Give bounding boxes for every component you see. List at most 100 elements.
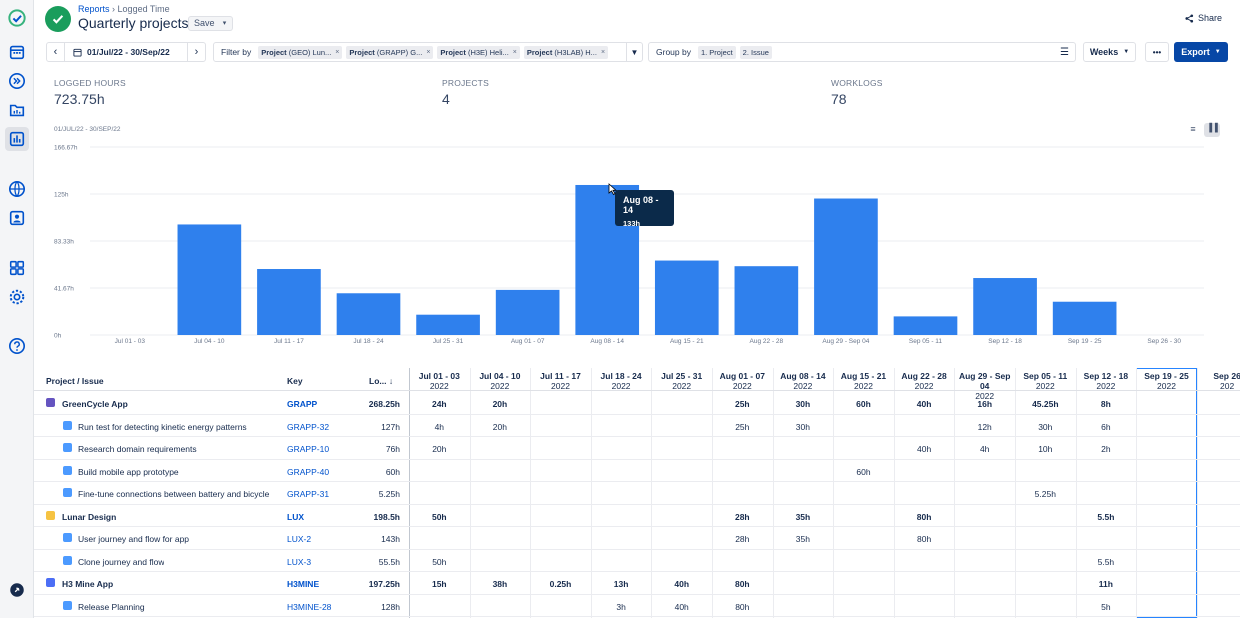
- week-hours-cell[interactable]: 4h: [434, 421, 445, 432]
- week-hours-cell[interactable]: 50h: [432, 556, 447, 567]
- issue-summary[interactable]: Fine-tune connections between battery an…: [78, 489, 270, 499]
- week-hours-cell[interactable]: 10h: [1038, 444, 1053, 454]
- share-button[interactable]: Share: [1185, 13, 1222, 23]
- week-hours-cell[interactable]: 12h: [977, 421, 992, 432]
- week-hours-cell[interactable]: 25h: [734, 399, 750, 409]
- week-hours-cell[interactable]: 80h: [917, 534, 932, 544]
- previous-period-icon[interactable]: ‹: [47, 43, 65, 61]
- week-hours-cell[interactable]: 30h: [795, 399, 811, 409]
- week-hours-cell[interactable]: 2h: [1101, 444, 1111, 454]
- week-hours-cell[interactable]: 30h: [1038, 421, 1053, 432]
- chart-bar[interactable]: [734, 266, 799, 335]
- project-name[interactable]: GreenCycle App: [62, 399, 128, 409]
- header-week[interactable]: Sep 19 - 25 2022: [1136, 371, 1197, 391]
- issue-summary[interactable]: Release Planning: [78, 601, 145, 612]
- week-hours-cell[interactable]: 50h: [431, 511, 447, 522]
- header-week[interactable]: Sep 26 202: [1197, 371, 1240, 391]
- header-week[interactable]: Aug 22 - 28 2022: [894, 371, 955, 391]
- header-week[interactable]: Jul 25 - 31 2022: [651, 371, 712, 391]
- remove-filter-icon[interactable]: ×: [335, 48, 340, 56]
- project-key[interactable]: LUX: [287, 511, 304, 522]
- issue-row[interactable]: User journey and flow for app LUX-2 143h 28…: [34, 527, 1240, 550]
- more-options-button[interactable]: •••: [1145, 42, 1169, 62]
- issue-summary[interactable]: User journey and flow for app: [78, 534, 190, 544]
- issue-row[interactable]: Build mobile app prototype GRAPP-40 60h 60h: [34, 460, 1240, 482]
- settings-icon[interactable]: [5, 285, 29, 309]
- week-hours-cell[interactable]: 60h: [856, 399, 871, 409]
- week-hours-cell[interactable]: 5.5h: [1097, 556, 1115, 567]
- chart-bar[interactable]: [814, 198, 878, 335]
- header-week[interactable]: Jul 01 - 03 2022: [409, 371, 470, 391]
- chart-bar[interactable]: [177, 224, 242, 335]
- bar-chart-icon[interactable]: [5, 127, 29, 151]
- header-week[interactable]: Aug 08 - 14 2022: [773, 371, 834, 391]
- week-hours-cell[interactable]: 5.5h: [1097, 511, 1115, 522]
- export-button[interactable]: Export ▼: [1174, 42, 1228, 62]
- project-row[interactable]: Lunar Design LUX 198.5h 50h 28h 35h 80h 5.5h: [34, 505, 1240, 527]
- issue-key[interactable]: GRAPP-10: [287, 444, 330, 454]
- week-hours-cell[interactable]: 40h: [674, 601, 689, 612]
- week-hours-cell[interactable]: 35h: [795, 534, 810, 544]
- filter-chip-geo[interactable]: Project (GEO) Lun... ×: [258, 45, 343, 59]
- week-hours-cell[interactable]: 11h: [1098, 579, 1113, 589]
- folder-chart-icon[interactable]: [5, 98, 29, 122]
- dashboard-icon[interactable]: [5, 256, 29, 280]
- issue-summary[interactable]: Run test for detecting kinetic energy pa…: [78, 421, 247, 432]
- week-hours-cell[interactable]: 4h: [979, 444, 990, 454]
- issue-key[interactable]: GRAPP-32: [287, 421, 330, 432]
- issue-row[interactable]: Fine-tune connections between battery an…: [34, 482, 1240, 505]
- chart-bar[interactable]: [973, 278, 1037, 335]
- week-hours-cell[interactable]: 30h: [795, 421, 810, 432]
- contact-icon[interactable]: [5, 206, 29, 230]
- header-week[interactable]: Jul 11 - 17 2022: [530, 371, 591, 391]
- chart-bar[interactable]: [257, 269, 321, 335]
- week-hours-cell[interactable]: 38h: [492, 579, 508, 589]
- project-name[interactable]: H3 Mine App: [62, 579, 114, 589]
- help-icon[interactable]: [5, 334, 29, 358]
- issue-key[interactable]: H3MINE-28: [287, 601, 332, 612]
- sort-bars-icon[interactable]: ≡: [1190, 124, 1196, 134]
- issue-key[interactable]: LUX-2: [287, 534, 312, 544]
- filter-chip-h3lab[interactable]: Project (H3LAB) H... ×: [523, 45, 609, 59]
- issue-summary[interactable]: Research domain requirements: [78, 444, 197, 454]
- filter-chip-grapp[interactable]: Project (GRAPP) G... ×: [346, 45, 434, 59]
- issue-key[interactable]: GRAPP-31: [287, 489, 330, 499]
- chart-bar[interactable]: [495, 289, 560, 335]
- week-hours-cell[interactable]: 15h: [431, 579, 447, 589]
- next-period-icon[interactable]: ›: [187, 43, 205, 61]
- header-week[interactable]: Aug 01 - 07 2022: [712, 371, 773, 391]
- date-range-value[interactable]: 01/Jul/22 - 30/Sep/22: [87, 47, 170, 57]
- issue-row[interactable]: Run test for detecting kinetic energy pa…: [34, 415, 1240, 437]
- week-hours-cell[interactable]: 5.25h: [1034, 489, 1056, 499]
- week-hours-cell[interactable]: 16h: [977, 399, 993, 409]
- week-hours-cell[interactable]: 25h: [735, 421, 750, 432]
- header-week[interactable]: Sep 05 - 11 2022: [1015, 371, 1076, 391]
- remove-filter-icon[interactable]: ×: [426, 48, 431, 56]
- issue-row[interactable]: Release Planning H3MINE-28 128h 3h 40h 80h 5h: [34, 595, 1240, 617]
- header-week[interactable]: Jul 04 - 10 2022: [470, 371, 531, 391]
- week-hours-cell[interactable]: 28h: [734, 511, 750, 522]
- breadcrumb-reports[interactable]: Reports: [78, 4, 110, 14]
- issue-summary[interactable]: Clone journey and flow: [78, 556, 165, 567]
- week-hours-cell[interactable]: 20h: [432, 444, 447, 454]
- group-chip-project[interactable]: 1. Project: [697, 45, 736, 59]
- issue-summary[interactable]: Build mobile app prototype: [78, 466, 179, 477]
- calendar-icon[interactable]: [5, 40, 29, 64]
- header-project-issue[interactable]: Project / Issue: [46, 376, 104, 386]
- project-key[interactable]: GRAPP: [287, 399, 318, 409]
- project-name[interactable]: Lunar Design: [62, 511, 117, 522]
- week-hours-cell[interactable]: 45.25h: [1032, 399, 1059, 409]
- week-hours-cell[interactable]: 0.25h: [549, 579, 572, 589]
- week-hours-cell[interactable]: 40h: [916, 399, 932, 409]
- header-logged[interactable]: Lo... ↓: [369, 376, 394, 386]
- issue-key[interactable]: GRAPP-40: [287, 466, 330, 477]
- header-week[interactable]: Aug 15 - 21 2022: [833, 371, 894, 391]
- week-hours-cell[interactable]: 60h: [856, 466, 871, 477]
- header-week[interactable]: Jul 18 - 24 2022: [591, 371, 652, 391]
- save-dropdown-icon[interactable]: ▾: [217, 16, 233, 31]
- week-hours-cell[interactable]: 20h: [492, 421, 507, 432]
- filter-chip-h3e[interactable]: Project (H3E) Heli... ×: [437, 45, 520, 59]
- week-hours-cell[interactable]: 80h: [916, 511, 932, 522]
- chart-bar[interactable]: [1052, 301, 1117, 335]
- period-select[interactable]: Weeks ▼: [1083, 42, 1136, 62]
